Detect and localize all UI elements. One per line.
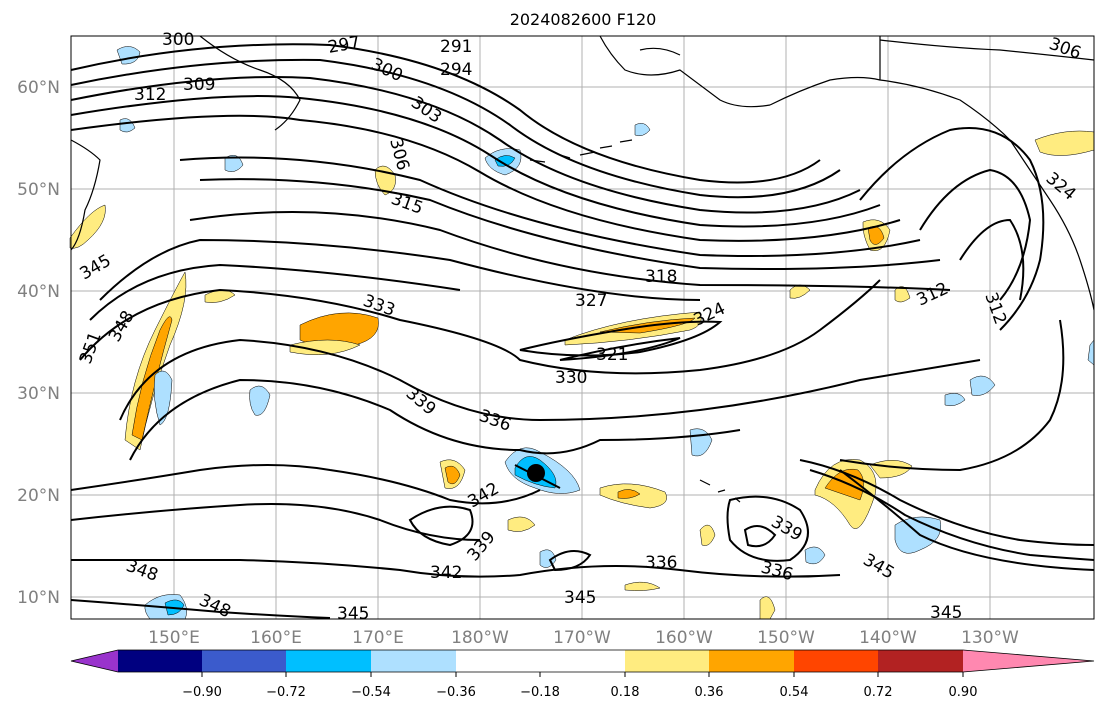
negative-patch [804,546,826,565]
lat-label: 40°N [17,282,60,302]
negative-patch [153,370,173,426]
lat-label: 30°N [17,384,60,404]
positive-patch [289,339,361,356]
contour-label: 336 [645,553,677,573]
positive-patch [759,596,776,620]
contour-label: 321 [596,345,628,365]
colorbar-segment [878,650,963,672]
colorbar-extend-low [71,650,118,672]
lat-label: 10°N [17,588,60,608]
lon-label: 150°W [757,628,815,648]
lon-label: 140°W [859,628,917,648]
colorbar-segment [286,650,371,672]
lon-label: 180°W [451,628,509,648]
contour-label: 312 [134,85,166,105]
map-panel: 300 297 291 294 306 309 312 300 303 306 … [69,30,1095,624]
lat-label: 50°N [17,180,60,200]
positive-patch [69,204,106,249]
negative-patch [249,385,271,416]
positive-patch [894,286,911,303]
negative-patch [224,154,244,172]
contour-label: 300 [162,30,194,50]
colorbar-segment [625,650,709,672]
alaska-coast-2 [769,76,881,106]
storm-center-marker [514,464,561,489]
negative-patch [494,155,516,167]
contour-label: 345 [564,588,596,608]
positive-patch [699,524,716,546]
colorbar-tick-label: 0.90 [949,685,978,700]
map-border [70,35,1095,620]
positive-patch [507,516,536,532]
colorbar-extend-high [963,650,1094,672]
negative-patch [944,393,966,407]
lon-label: 160°E [250,628,302,648]
alaska-coast [599,35,771,108]
contour-label: 342 [430,563,462,583]
lat-label: 60°N [17,78,60,98]
lon-label: 170°W [553,628,611,648]
colorbar-tick-label: −0.90 [182,685,222,700]
contour-label: 345 [337,604,369,624]
contour-label: 327 [575,291,607,311]
lon-label: 160°W [655,628,713,648]
colorbar-tick-label: 0.72 [864,685,893,700]
colorbar-segment [709,650,794,672]
negative-patch [634,123,651,137]
colorbar-tick-label: −0.72 [266,685,306,700]
contour-label: 330 [555,368,587,388]
contours [70,43,1095,619]
positive-patch [444,465,461,485]
canada-border [879,39,1095,61]
shading-patches [69,46,1095,620]
asia-coast [70,139,101,251]
colorbar-tick-label: 0.54 [780,685,809,700]
latitude-labels: 60°N 50°N 40°N 30°N 20°N 10°N [17,78,60,608]
longitude-labels: 150°E 160°E 170°E 180°W 170°W 160°W 150°… [148,628,1019,648]
colorbar-segment [118,650,202,672]
colorbar-tick-label: −0.36 [436,685,476,700]
alaska-detail [639,47,681,56]
colorbar-tick-label: −0.54 [351,685,391,700]
colorbar-segment [540,650,625,672]
colorbar-segment [371,650,456,672]
lon-label: 130°W [961,628,1019,648]
kamchatka-coast [199,35,301,131]
colorbar-outline [70,649,1095,673]
contour-label: 318 [645,267,677,287]
lon-label: 150°E [148,628,200,648]
colorbar-ticks [201,672,964,677]
colorbar-tick-label: 0.36 [695,685,724,700]
colorbar-tick-label: 0.18 [611,685,640,700]
positive-patch [624,581,661,591]
contour-labels: 300 297 291 294 306 309 312 300 303 306 … [76,30,1084,624]
contour-label: 294 [440,60,472,80]
contour-label: 291 [440,37,472,57]
colorbar-segment [794,650,878,672]
contour-label: 345 [930,603,962,623]
contour-label: 309 [183,75,215,95]
colorbar: −0.90 −0.72 −0.54 −0.36 −0.18 0.18 0.36 … [70,649,1095,700]
colorbar-segment [202,650,286,672]
colorbar-tick-label: −0.18 [520,685,560,700]
coastlines [70,35,1095,503]
negative-patch [969,375,996,396]
lat-label: 20°N [17,486,60,506]
figure-title: 2024082600 F120 [510,10,657,29]
na-coast [879,36,1095,311]
colorbar-segment [456,650,540,672]
lon-label: 170°E [352,628,404,648]
positive-patch [617,489,641,499]
